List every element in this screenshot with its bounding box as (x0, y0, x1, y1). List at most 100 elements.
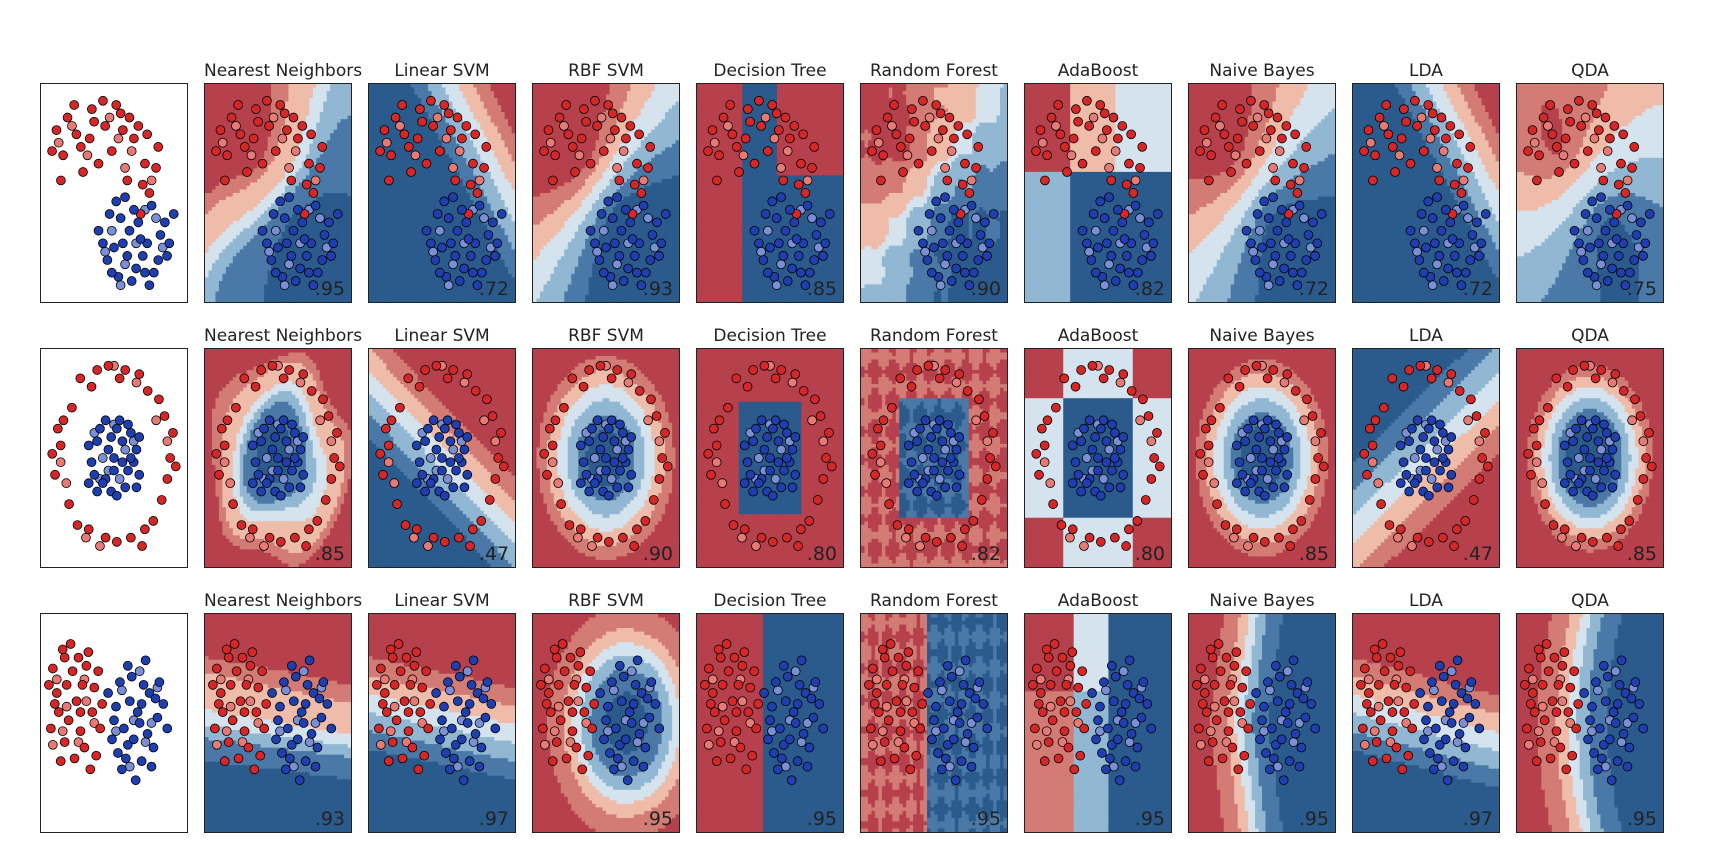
classifier-panel: .82Random Forest (860, 348, 1008, 568)
input-data-panel (40, 83, 188, 303)
plot-panel: .93 (204, 613, 352, 833)
classifier-panel: .85Naive Bayes (1188, 348, 1336, 568)
plot-panel: .90 (532, 348, 680, 568)
plot-panel: .80 (1024, 348, 1172, 568)
plot-panel: .95 (696, 613, 844, 833)
classifier-panel: .47LDA (1352, 348, 1500, 568)
classifier-panel: .95Nearest Neighbors (204, 83, 352, 303)
accuracy-score: .85 (1299, 543, 1329, 565)
accuracy-score: .95 (315, 278, 345, 300)
accuracy-score: .82 (1135, 278, 1165, 300)
classifier-title: Random Forest (860, 61, 1008, 81)
classifier-title: LDA (1352, 326, 1500, 346)
plot-panel: .85 (204, 348, 352, 568)
plot-panel: .95 (204, 83, 352, 303)
plot-panel: .93 (532, 83, 680, 303)
plot-panel: .85 (1188, 348, 1336, 568)
accuracy-score: .95 (1299, 808, 1329, 830)
plot-panel (40, 613, 188, 833)
classifier-title: AdaBoost (1024, 591, 1172, 611)
classifier-panel: .80Decision Tree (696, 348, 844, 568)
classifier-panel: .93Nearest Neighbors (204, 613, 352, 833)
classifier-panel: .97Linear SVM (368, 613, 516, 833)
classifier-title: Nearest Neighbors (204, 591, 352, 611)
classifier-panel: .95Random Forest (860, 613, 1008, 833)
classifier-title: LDA (1352, 591, 1500, 611)
plot-panel: .47 (1352, 348, 1500, 568)
classifier-title: AdaBoost (1024, 326, 1172, 346)
classifier-title: QDA (1516, 326, 1664, 346)
dataset-row-circles: .85Nearest Neighbors.47Linear SVM.90RBF … (40, 320, 1680, 580)
accuracy-score: .90 (643, 543, 673, 565)
classifier-comparison-figure: .95Nearest Neighbors.72Linear SVM.93RBF … (0, 0, 1712, 867)
classifier-title: LDA (1352, 61, 1500, 81)
classifier-title: RBF SVM (532, 61, 680, 81)
input-data-panel (40, 348, 188, 568)
classifier-panel: .90RBF SVM (532, 348, 680, 568)
accuracy-score: .95 (807, 808, 837, 830)
classifier-title: Nearest Neighbors (204, 326, 352, 346)
plot-panel: .85 (696, 83, 844, 303)
plot-panel: .97 (1352, 613, 1500, 833)
plot-panel: .85 (1516, 348, 1664, 568)
classifier-panel: .72LDA (1352, 83, 1500, 303)
plot-panel: .95 (532, 613, 680, 833)
accuracy-score: .93 (643, 278, 673, 300)
accuracy-score: .72 (1299, 278, 1329, 300)
classifier-panel: .90Random Forest (860, 83, 1008, 303)
classifier-panel: .93RBF SVM (532, 83, 680, 303)
classifier-panel: .95AdaBoost (1024, 613, 1172, 833)
accuracy-score: .80 (807, 543, 837, 565)
accuracy-score: .90 (971, 278, 1001, 300)
accuracy-score: .47 (1463, 543, 1493, 565)
plot-panel: .95 (860, 613, 1008, 833)
classifier-panel: .97LDA (1352, 613, 1500, 833)
classifier-title: AdaBoost (1024, 61, 1172, 81)
classifier-title: Random Forest (860, 326, 1008, 346)
classifier-title: Naive Bayes (1188, 591, 1336, 611)
classifier-title: Linear SVM (368, 326, 516, 346)
accuracy-score: .95 (1135, 808, 1165, 830)
classifier-panel: .95RBF SVM (532, 613, 680, 833)
classifier-panel: .85Decision Tree (696, 83, 844, 303)
classifier-title: RBF SVM (532, 326, 680, 346)
plot-panel (40, 348, 188, 568)
accuracy-score: .72 (479, 278, 509, 300)
classifier-title: Decision Tree (696, 61, 844, 81)
accuracy-score: .95 (1627, 808, 1657, 830)
classifier-title: Naive Bayes (1188, 61, 1336, 81)
plot-panel: .82 (1024, 83, 1172, 303)
classifier-title: Decision Tree (696, 326, 844, 346)
classifier-panel: .82AdaBoost (1024, 83, 1172, 303)
accuracy-score: .72 (1463, 278, 1493, 300)
classifier-title: Linear SVM (368, 61, 516, 81)
accuracy-score: .95 (643, 808, 673, 830)
dataset-row-moons: .95Nearest Neighbors.72Linear SVM.93RBF … (40, 55, 1680, 315)
plot-panel: .90 (860, 83, 1008, 303)
classifier-panel: .72Linear SVM (368, 83, 516, 303)
classifier-title: Random Forest (860, 591, 1008, 611)
accuracy-score: .80 (1135, 543, 1165, 565)
classifier-panel: .75QDA (1516, 83, 1664, 303)
plot-panel: .47 (368, 348, 516, 568)
accuracy-score: .47 (479, 543, 509, 565)
accuracy-score: .82 (971, 543, 1001, 565)
plot-panel: .72 (368, 83, 516, 303)
input-data-panel (40, 613, 188, 833)
accuracy-score: .85 (1627, 543, 1657, 565)
accuracy-score: .75 (1627, 278, 1657, 300)
accuracy-score: .85 (315, 543, 345, 565)
plot-panel: .95 (1188, 613, 1336, 833)
classifier-panel: .95QDA (1516, 613, 1664, 833)
classifier-panel: .80AdaBoost (1024, 348, 1172, 568)
plot-panel: .72 (1188, 83, 1336, 303)
plot-panel: .95 (1024, 613, 1172, 833)
accuracy-score: .97 (479, 808, 509, 830)
accuracy-score: .97 (1463, 808, 1493, 830)
classifier-title: QDA (1516, 591, 1664, 611)
classifier-panel: .95Naive Bayes (1188, 613, 1336, 833)
accuracy-score: .85 (807, 278, 837, 300)
classifier-panel: .72Naive Bayes (1188, 83, 1336, 303)
classifier-panel: .85Nearest Neighbors (204, 348, 352, 568)
plot-panel: .82 (860, 348, 1008, 568)
